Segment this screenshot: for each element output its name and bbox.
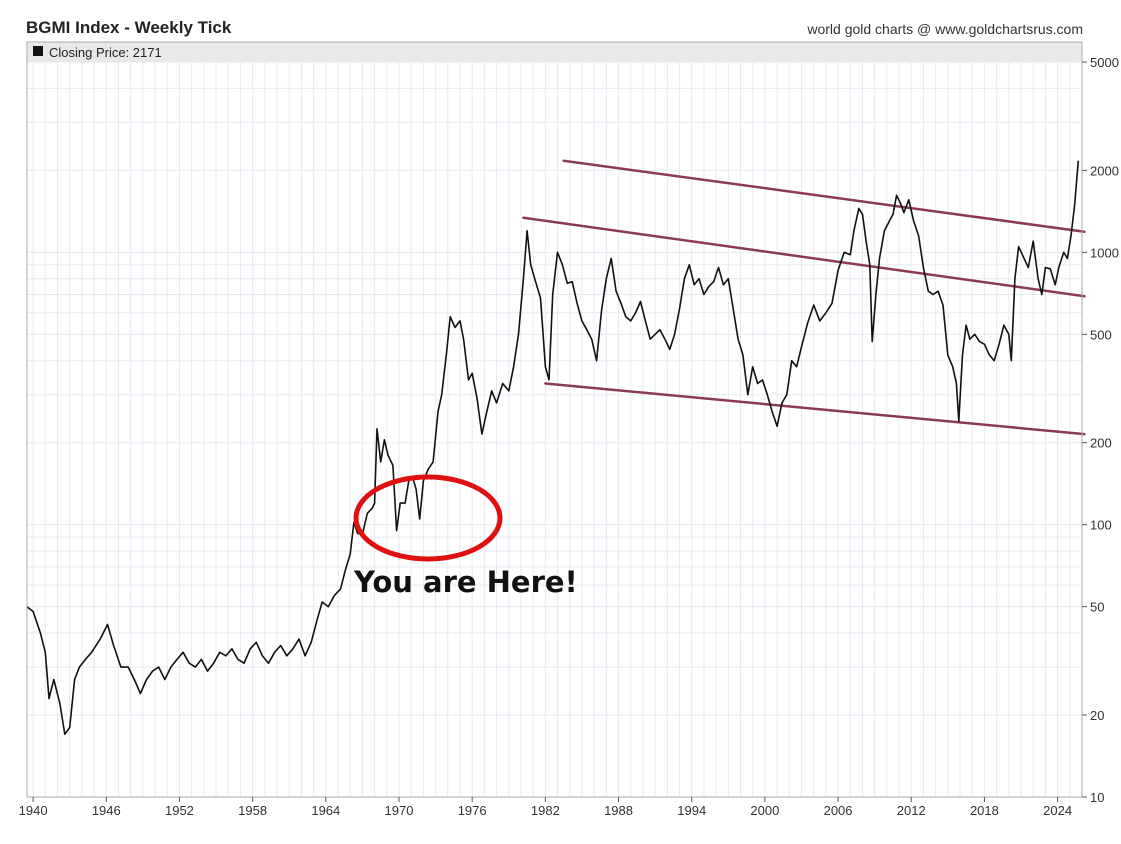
x-tick-label: 2000 [750,803,779,818]
x-tick-label: 1964 [311,803,340,818]
y-tick-label: 100 [1090,518,1112,533]
trend-line [544,382,1086,436]
y-tick-label: 2000 [1090,163,1119,178]
x-tick-label: 1976 [458,803,487,818]
trend-lines [522,159,1086,436]
axes: 1940 1946 1952 1958 1964 1970 1976 1982 1988 1994… [19,41,1119,818]
y-tick-label: 500 [1090,327,1112,342]
annotation-text: You are Here! [353,565,578,599]
source-label: world gold charts @ www.goldchartsrus.co… [807,21,1083,37]
legend-label: Closing Price: 2171 [49,45,162,60]
y-tick-label: 5000 [1090,55,1119,70]
x-tick-label: 2018 [970,803,999,818]
y-tick-label: 10 [1090,790,1104,805]
x-tick-label: 2012 [897,803,926,818]
price-line [26,160,1080,735]
x-tick-label: 1988 [604,803,633,818]
chart-title: BGMI Index - Weekly Tick [26,18,232,37]
plot-frame [26,41,1083,798]
y-tick-label: 50 [1090,600,1104,615]
grid-layer [27,61,1082,798]
y-tick-label: 20 [1090,708,1104,723]
x-tick-label: 1970 [385,803,414,818]
trend-line [562,159,1086,234]
x-tick-label: 2024 [1043,803,1072,818]
annotation-circle [353,474,503,562]
trend-line [522,216,1086,298]
x-tick-label: 1952 [165,803,194,818]
x-tick-label: 1946 [92,803,121,818]
x-tick-label: 1940 [19,803,48,818]
legend-bar [27,42,1082,62]
x-tick-label: 1994 [677,803,706,818]
legend-swatch [33,46,43,56]
y-tick-label: 1000 [1090,245,1119,260]
y-tick-label: 200 [1090,436,1112,451]
x-tick-label: 1982 [531,803,560,818]
x-tick-label: 2006 [824,803,853,818]
x-tick-label: 1958 [238,803,267,818]
